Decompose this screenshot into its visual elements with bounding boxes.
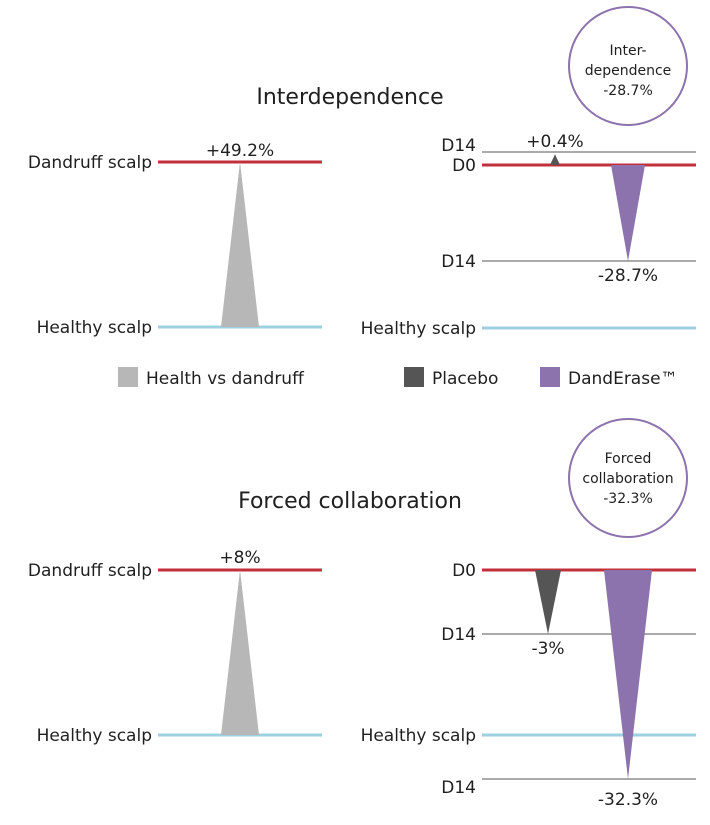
chart-title-interdependence: Interdependence [256, 85, 443, 110]
legend-label-placebo: Placebo [432, 369, 498, 389]
d0-label: D0 [452, 156, 476, 176]
danderase-bar [604, 570, 652, 779]
danderase-d14-label: D14 [441, 778, 476, 798]
callout-line-1: Inter- [609, 43, 646, 59]
danderase-value-label: -32.3% [598, 790, 658, 810]
callout-circle [568, 418, 688, 538]
danderase-value-label: -28.7% [598, 266, 658, 286]
chart-title-forced-collaboration: Forced collaboration [238, 489, 462, 514]
callout-line-2: dependence [585, 63, 672, 79]
callout-line-2: collaboration [582, 471, 673, 487]
legend-swatch-health-vs-dandruff [118, 367, 138, 387]
health-vs-dandruff-value-label: +49.2% [206, 141, 274, 161]
legend-label-health-vs-dandruff: Health vs dandruff [146, 369, 305, 389]
placebo-d14-label: D14 [441, 136, 476, 156]
legend-swatch-placebo [404, 367, 424, 387]
healthy-scalp-label: Healthy scalp [37, 318, 152, 338]
danderase-d14-label: D14 [441, 252, 476, 272]
callout-line-1: Forced [605, 451, 652, 467]
healthy-scalp-label: Healthy scalp [361, 319, 476, 339]
health-vs-dandruff-bar [221, 570, 259, 735]
d0-label: D0 [452, 561, 476, 581]
dandruff-scalp-label: Dandruff scalp [28, 561, 152, 581]
placebo-d14-label: D14 [441, 625, 476, 645]
forced-collaboration-callout: Forced collaboration -32.3% [568, 418, 688, 538]
callout-value: -32.3% [603, 491, 653, 507]
healthy-scalp-label: Healthy scalp [361, 726, 476, 746]
callout-value: -28.7% [603, 83, 653, 99]
danderase-bar [611, 165, 645, 261]
healthy-scalp-label: Healthy scalp [37, 726, 152, 746]
placebo-value-label: -3% [531, 639, 564, 659]
health-vs-dandruff-value-label: +8% [219, 548, 260, 568]
legend: Health vs dandruff Placebo DandErase™ [118, 367, 678, 389]
interdependence-callout: Inter- dependence -28.7% [568, 6, 688, 126]
placebo-value-label: +0.4% [526, 132, 583, 152]
placebo-bar [550, 154, 560, 165]
dandruff-scalp-label: Dandruff scalp [28, 153, 152, 173]
legend-label-danderase: DandErase™ [568, 369, 678, 389]
health-vs-dandruff-bar [221, 162, 259, 327]
legend-swatch-danderase [540, 367, 560, 387]
placebo-bar [535, 570, 561, 635]
callout-circle [568, 6, 688, 126]
